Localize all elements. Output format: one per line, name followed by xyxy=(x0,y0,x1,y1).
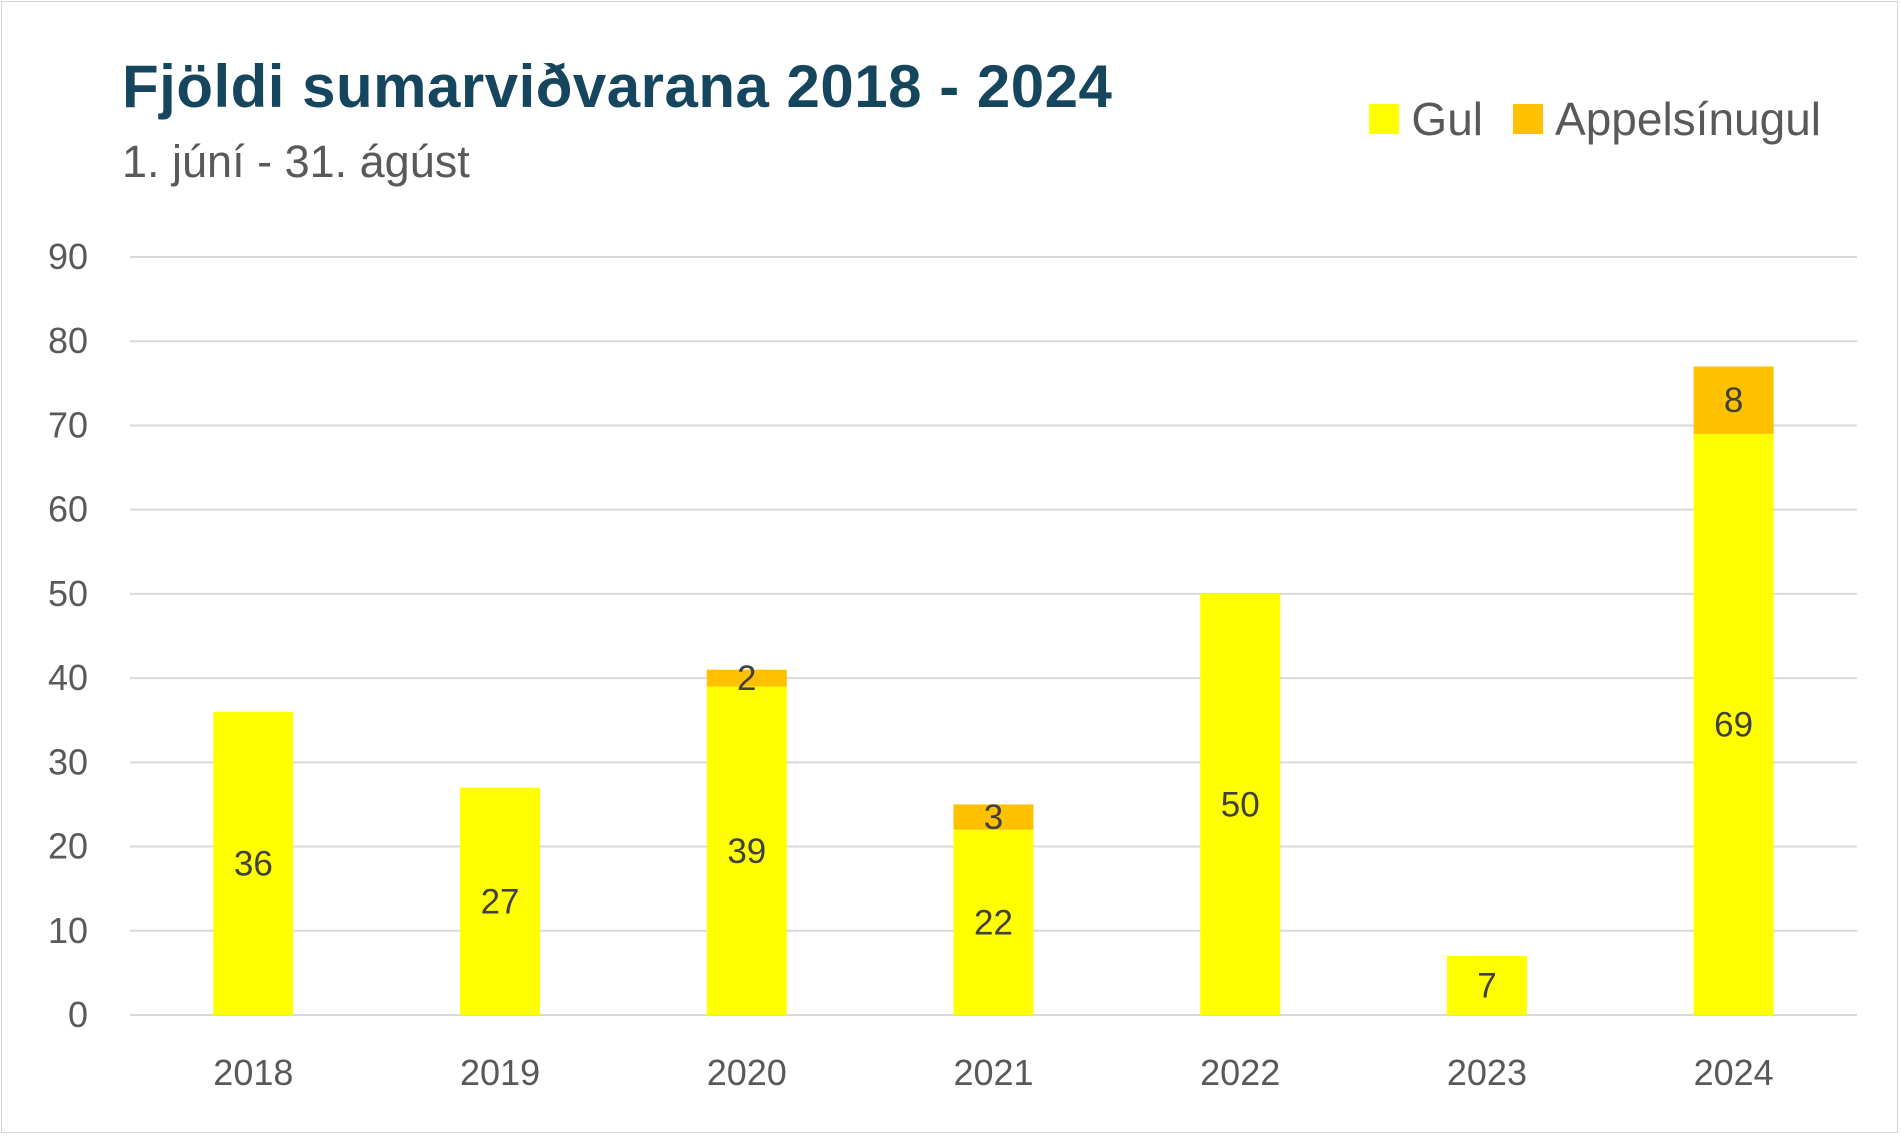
y-tick-label: 40 xyxy=(48,657,88,698)
data-label: 2 xyxy=(737,659,756,698)
data-label: 36 xyxy=(234,844,273,883)
legend-swatch-gul xyxy=(1369,104,1400,134)
y-tick-label: 20 xyxy=(48,826,88,867)
data-label: 8 xyxy=(1724,381,1743,420)
x-tick-label: 2022 xyxy=(1200,1052,1280,1093)
y-tick-label: 30 xyxy=(48,741,88,782)
bar-gul xyxy=(1200,593,1281,1015)
data-label: 27 xyxy=(481,882,520,921)
data-label: 50 xyxy=(1221,785,1260,824)
bar-gul xyxy=(460,787,541,1015)
legend-label-gul: Gul xyxy=(1411,93,1484,145)
chart-subtitle: 1. júní - 31. ágúst xyxy=(122,136,470,187)
bar-appelsinugul xyxy=(1693,366,1774,434)
data-label: 22 xyxy=(974,903,1013,942)
bar-gul xyxy=(953,829,1034,1015)
legend-item-appelsinugul: Appelsínugul xyxy=(1513,92,1821,146)
data-label: 7 xyxy=(1477,967,1496,1006)
x-tick-label: 2020 xyxy=(707,1052,787,1093)
chart-title: Fjöldi sumarviðvarana 2018 - 2024 xyxy=(122,53,1113,120)
x-tick-label: 2023 xyxy=(1447,1052,1527,1093)
bar-gul xyxy=(706,686,787,1015)
bar-appelsinugul xyxy=(706,669,787,687)
legend-item-gul: Gul xyxy=(1369,92,1483,146)
y-tick-label: 90 xyxy=(48,236,88,277)
legend-label-appelsinugul: Appelsínugul xyxy=(1555,93,1821,145)
data-label: 3 xyxy=(984,798,1003,837)
x-tick-label: 2019 xyxy=(460,1052,540,1093)
data-label: 69 xyxy=(1714,705,1753,744)
data-label: 39 xyxy=(727,832,766,871)
y-tick-label: 50 xyxy=(48,573,88,614)
x-tick-label: 2024 xyxy=(1694,1052,1774,1093)
y-tick-label: 60 xyxy=(48,489,88,530)
legend: Gul Appelsínugul xyxy=(1339,92,1821,146)
y-tick-label: 70 xyxy=(48,404,88,445)
bar-gul xyxy=(1693,433,1774,1015)
bar-gul xyxy=(213,711,294,1015)
x-tick-label: 2018 xyxy=(213,1052,293,1093)
bar-appelsinugul xyxy=(953,804,1034,830)
bar-gul xyxy=(1446,956,1527,1015)
y-tick-label: 80 xyxy=(48,320,88,361)
y-tick-label: 10 xyxy=(48,910,88,951)
x-tick-label: 2021 xyxy=(953,1052,1033,1093)
y-tick-label: 0 xyxy=(68,994,88,1035)
legend-swatch-appelsinugul xyxy=(1513,104,1544,134)
